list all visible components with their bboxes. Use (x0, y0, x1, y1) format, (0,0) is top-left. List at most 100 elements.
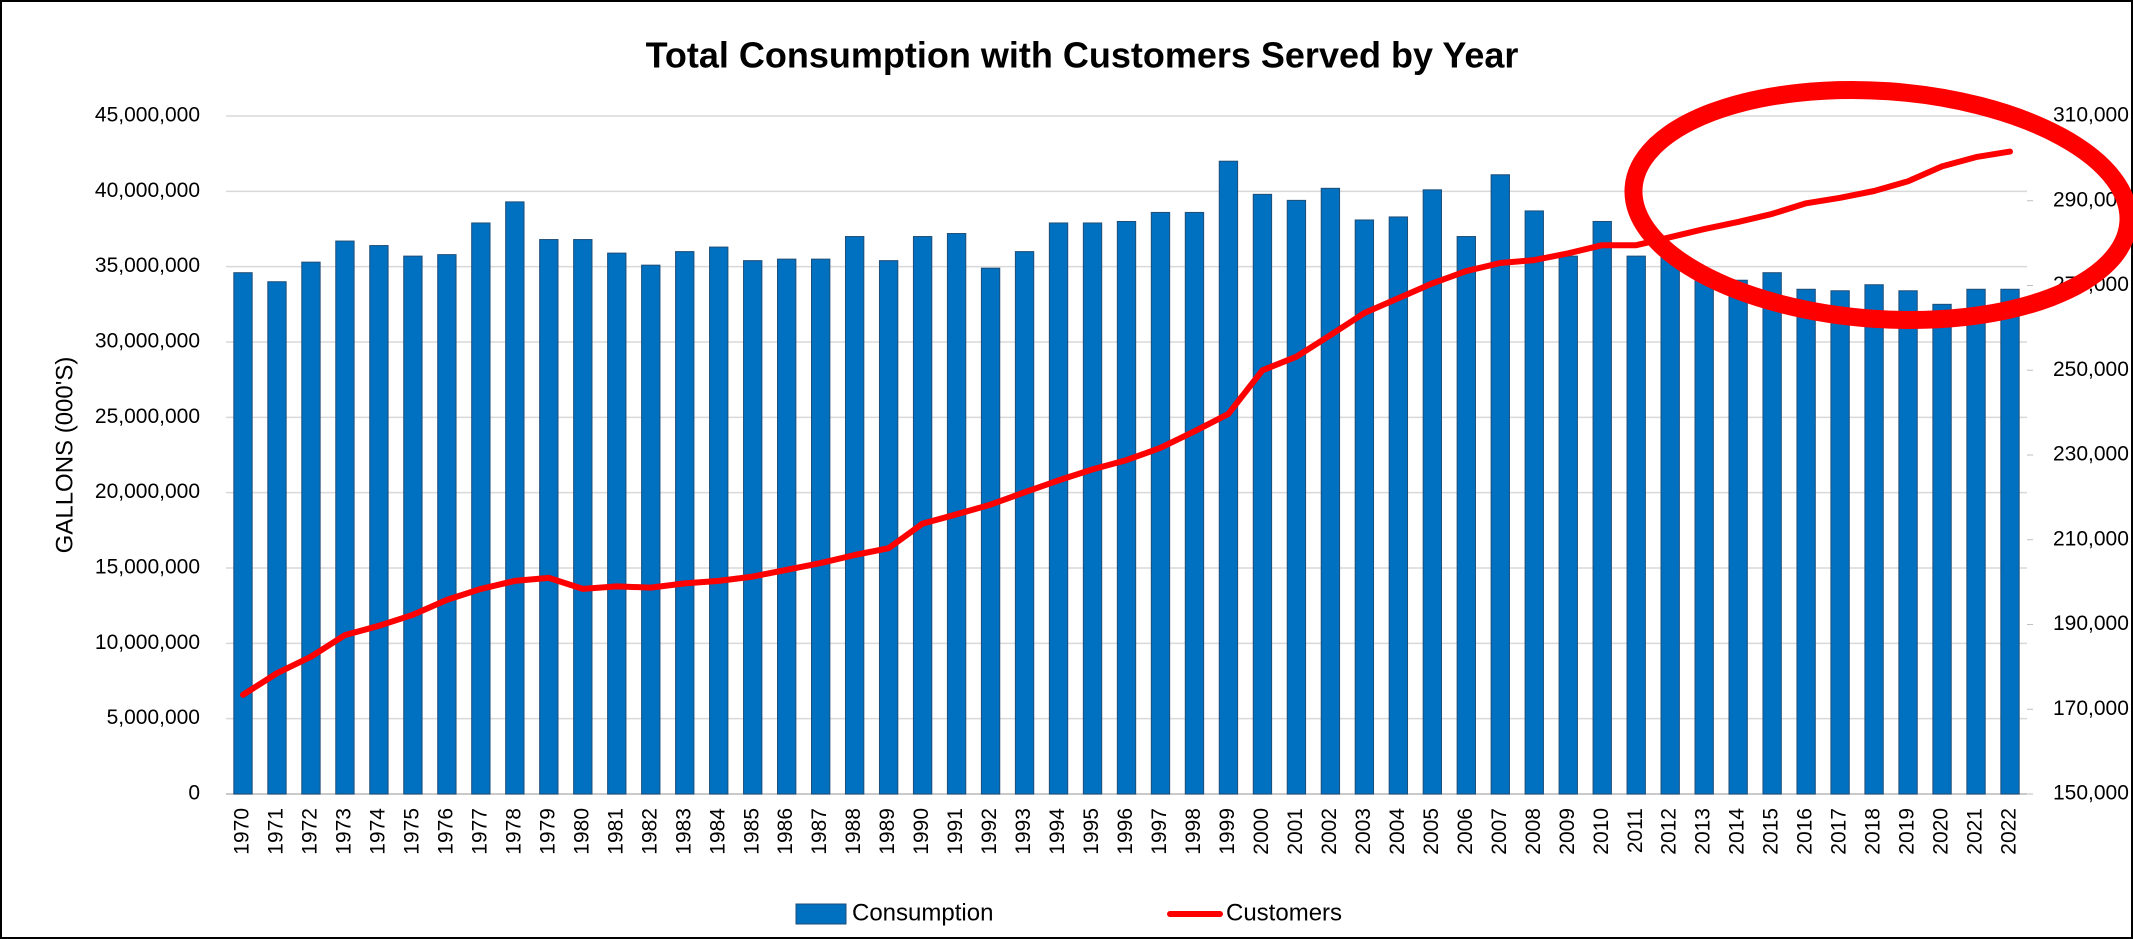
y-tick-label: 0 (188, 782, 200, 805)
bar (1354, 219, 1375, 795)
bar (980, 267, 1001, 795)
y2-tick-label: 210,000 (2053, 527, 2129, 550)
legend-label: Customers (1226, 899, 1342, 926)
x-tick-label: 1971 (265, 808, 288, 855)
x-tick-label: 1989 (876, 808, 899, 855)
bar (641, 264, 661, 795)
x-tick-label: 2016 (1794, 808, 1817, 855)
x-tick-label: 2001 (1284, 808, 1307, 855)
bar (233, 272, 253, 795)
bar (844, 236, 865, 795)
legend-swatch (795, 903, 847, 925)
line (240, 148, 2013, 698)
bar (1184, 211, 1205, 795)
bar (1252, 193, 1273, 795)
x-tick-label: 1983 (672, 808, 695, 855)
x-tick-label: 1982 (638, 808, 661, 855)
y2-tick-label: 170,000 (2053, 697, 2129, 720)
bar (1864, 284, 1884, 795)
y-tick-label: 5,000,000 (107, 706, 200, 729)
x-tick-label: 2002 (1318, 808, 1341, 855)
bar (471, 222, 491, 795)
x-tick-label: 1984 (706, 808, 729, 855)
bar (573, 239, 593, 795)
bar (403, 255, 423, 795)
bar (1150, 211, 1171, 795)
x-tick-label: 1979 (536, 808, 559, 855)
x-tick-label: 1977 (468, 808, 491, 855)
y2-tick-label: 230,000 (2053, 443, 2129, 466)
x-tick-label: 1993 (1012, 808, 1035, 855)
x-tick-label: 2000 (1250, 808, 1273, 855)
bar (912, 236, 933, 795)
y-tick-label: 20,000,000 (95, 480, 200, 503)
x-tick-label: 1985 (740, 808, 763, 855)
bar (1932, 303, 1952, 795)
x-tick-label: 2007 (1488, 808, 1511, 855)
x-tick-label: 2012 (1658, 808, 1681, 855)
x-tick-label: 1970 (231, 808, 254, 855)
x-tick-label: 2008 (1522, 808, 1545, 855)
y-tick-label: 40,000,000 (95, 179, 200, 202)
x-tick-label: 2004 (1386, 808, 1409, 855)
bar (709, 246, 729, 795)
bar (1524, 210, 1544, 795)
x-tick-label: 2017 (1828, 808, 1851, 855)
bar (1558, 255, 1578, 795)
x-tick-label: 2018 (1862, 808, 1885, 855)
bar (1286, 199, 1307, 795)
x-tick-label: 1980 (570, 808, 593, 855)
x-tick-label: 2009 (1556, 808, 1579, 855)
y2-tick-label: 290,000 (2053, 188, 2129, 211)
y-tick-label: 30,000,000 (95, 330, 200, 353)
y2-tick-label: 250,000 (2053, 358, 2129, 381)
y-tick-label: 35,000,000 (95, 254, 200, 277)
x-tick-label: 2010 (1590, 808, 1613, 855)
x-tick-label: 1996 (1114, 808, 1137, 855)
y2-tick-label: 310,000 (2053, 104, 2129, 127)
x-tick-label: 2011 (1624, 808, 1647, 853)
x-tick-label: 2021 (1964, 808, 1987, 855)
bar (675, 251, 695, 795)
bar (1116, 220, 1137, 795)
bar (1082, 222, 1103, 795)
bar (1660, 252, 1680, 795)
bar (267, 281, 287, 795)
x-tick-label: 2005 (1420, 808, 1443, 855)
x-tick-label: 1974 (366, 808, 389, 855)
x-tick-label: 1998 (1182, 808, 1205, 855)
x-tick-label: 2003 (1352, 808, 1375, 855)
y-tick-label: 10,000,000 (95, 631, 200, 654)
bar (437, 254, 457, 795)
bar (1388, 216, 1409, 795)
bar (1796, 288, 1816, 795)
bar (1014, 251, 1035, 795)
x-tick-label: 1978 (502, 808, 525, 855)
bar (878, 260, 899, 795)
bar (335, 240, 355, 795)
bar (1830, 290, 1850, 795)
x-tick-label: 2022 (1998, 808, 2021, 855)
highlight-ellipse (1624, 80, 2133, 330)
bar (1626, 255, 1646, 795)
x-tick-label: 2019 (1896, 808, 1919, 855)
bar (1218, 160, 1239, 795)
y2-tick-label: 150,000 (2053, 782, 2129, 805)
bar (1048, 222, 1069, 795)
x-tick-label: 2006 (1454, 808, 1477, 855)
y-tick-label: 45,000,000 (95, 104, 200, 127)
bar (505, 201, 525, 795)
x-tick-label: 1999 (1216, 808, 1239, 855)
x-tick-label: 1995 (1080, 808, 1103, 855)
x-tick-label: 1992 (978, 808, 1001, 855)
x-tick-label: 2015 (1760, 808, 1783, 855)
x-tick-label: 1997 (1148, 808, 1171, 855)
x-tick-label: 2013 (1692, 808, 1715, 855)
y-tick-label: 15,000,000 (95, 556, 200, 579)
legend-label: Consumption (852, 899, 993, 926)
chart-title: Total Consumption with Customers Served … (646, 35, 1519, 76)
y2-tick-label: 190,000 (2053, 612, 2129, 635)
bar (369, 245, 389, 795)
bar (1966, 288, 1986, 795)
